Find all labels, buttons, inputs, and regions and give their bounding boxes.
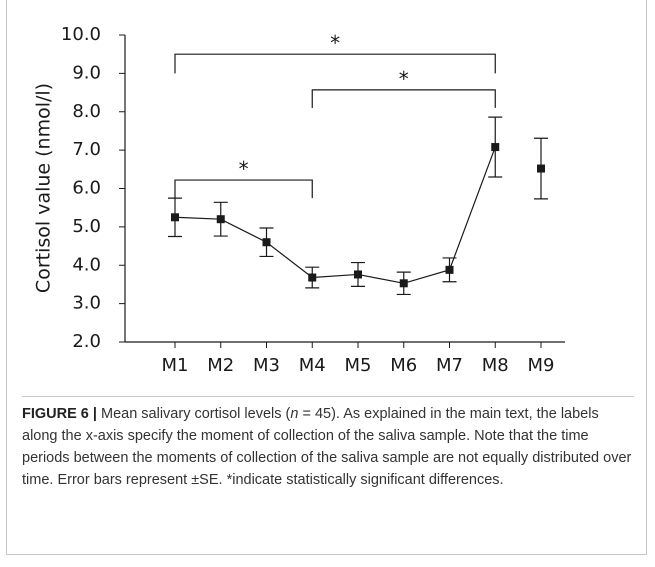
- significance-bracket: [174, 179, 313, 199]
- caption-label: FIGURE 6 |: [22, 406, 97, 422]
- marker: [537, 164, 545, 173]
- y-tick-label: 2.0: [72, 331, 101, 352]
- marker: [216, 215, 225, 224]
- figure-frame: [6, 0, 647, 555]
- caption-italic: n: [290, 406, 299, 422]
- significance-star: *: [239, 157, 249, 181]
- caption-text: Mean salivary cortisol levels (: [96, 406, 291, 422]
- y-axis-label: Cortisol value (nmol/l): [33, 83, 55, 293]
- marker: [445, 265, 454, 274]
- y-tick-label: 8.0: [72, 101, 101, 122]
- y-tick-label: 9.0: [72, 62, 101, 83]
- y-tick-label: 10.0: [61, 24, 101, 45]
- caption: FIGURE 6 | Mean salivary cortisol levels…: [22, 396, 634, 491]
- chart: Cortisol value (nmol/l) 2.0 3.0 4.0 5.0 6.0 7…: [33, 24, 565, 376]
- y-tick-label: 3.0: [72, 293, 101, 314]
- x-tick-label: M8: [482, 355, 509, 376]
- y-tick-label: 7.0: [72, 139, 101, 160]
- marker: [354, 270, 362, 279]
- line: [174, 146, 496, 284]
- x-tick-label: M4: [299, 355, 326, 376]
- y-tick-label: 5.0: [72, 216, 101, 237]
- y-tick-label: 4.0: [72, 254, 101, 275]
- y-tick-label: 6.0: [72, 178, 101, 199]
- significance-bracket: [174, 53, 496, 74]
- marker: [308, 273, 317, 282]
- significance-star: *: [399, 67, 409, 91]
- x-tick-label: M3: [253, 355, 280, 376]
- caption-text: = 45). As explained in the main text, th…: [22, 406, 632, 488]
- x-tick-label: M5: [345, 355, 372, 376]
- x-tick-label: M9: [528, 355, 555, 376]
- marker: [399, 279, 408, 288]
- x-tick-label: M2: [207, 355, 234, 376]
- marker: [171, 213, 179, 222]
- significance-bracket: [311, 89, 496, 108]
- x-tick-label: M6: [390, 355, 417, 376]
- x-tick-label: M1: [162, 355, 189, 376]
- significance-star: *: [330, 31, 340, 55]
- marker: [262, 238, 271, 247]
- marker: [491, 143, 500, 152]
- x-tick-label: M7: [436, 355, 463, 376]
